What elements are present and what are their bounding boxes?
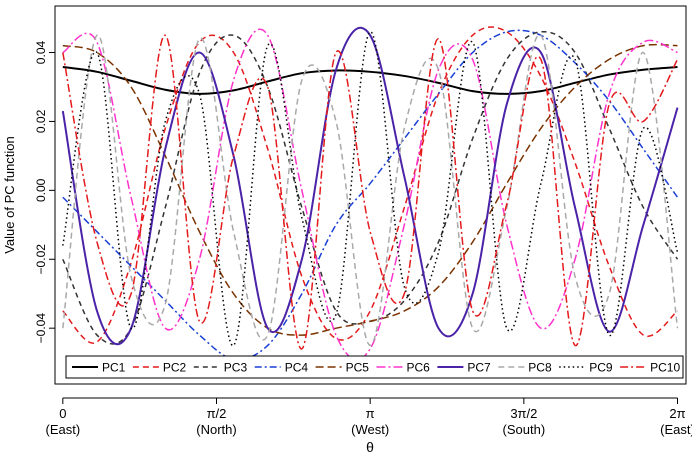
legend-label-pc6: PC6	[407, 361, 431, 375]
x-tick-label: π/2	[207, 406, 227, 421]
y-tick-label: 0.04	[34, 41, 48, 65]
x-tick-label: 2π	[669, 406, 685, 421]
legend-label-pc10: PC10	[650, 361, 680, 375]
y-tick-label: −0.04	[34, 313, 48, 344]
y-axis-title: Value of PC function	[2, 136, 17, 254]
legend-label-pc4: PC4	[285, 361, 309, 375]
legend-label-pc3: PC3	[224, 361, 248, 375]
x-tick-label: 3π/2	[510, 406, 537, 421]
legend: PC1 PC2 PC3 PC4 PC5 PC6 PC7 PC8 PC9 PC10	[65, 355, 684, 379]
x-axis-title: θ	[366, 439, 374, 455]
y-tick-label: 0.00	[34, 178, 48, 202]
x-tick-sublabel: (East)	[660, 422, 692, 437]
y-axis: −0.04 −0.02 0.00 0.02 0.04	[34, 41, 55, 344]
series-line-pc4	[62, 29, 679, 361]
legend-label-pc9: PC9	[589, 361, 613, 375]
x-tick-sublabel: (South)	[503, 422, 546, 437]
legend-label-pc8: PC8	[528, 361, 552, 375]
x-tick-label: 0	[59, 406, 66, 421]
legend-box	[65, 355, 684, 379]
y-tick-label: 0.02	[34, 109, 48, 133]
x-tick-sublabel: (North)	[196, 422, 236, 437]
series-line-pc5	[62, 43, 678, 336]
legend-label-pc2: PC2	[163, 361, 187, 375]
legend-label-pc5: PC5	[346, 361, 370, 375]
x-tick-sublabel: (East)	[45, 422, 80, 437]
series-line-pc8	[62, 34, 679, 347]
series-lines	[61, 26, 679, 361]
legend-label-pc7: PC7	[467, 361, 491, 375]
series-line-pc1	[62, 65, 678, 95]
series-line-pc6	[62, 28, 678, 361]
x-axis: 0(East)π/2(North)π(West)3π/2(South)2π(Ea…	[45, 397, 692, 437]
x-tick-label: π	[366, 406, 375, 421]
series-line-pc7	[61, 27, 679, 346]
x-tick-sublabel: (West)	[351, 422, 389, 437]
y-tick-label: −0.02	[34, 244, 48, 275]
series-line-pc2	[62, 26, 679, 344]
plot-frame	[54, 5, 687, 385]
legend-label-pc1: PC1	[102, 361, 126, 375]
